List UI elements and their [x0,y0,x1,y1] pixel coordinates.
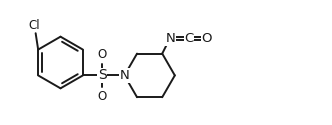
Text: N: N [120,69,129,82]
Text: O: O [98,90,107,103]
Text: C: C [185,32,194,45]
Text: O: O [201,32,212,45]
Text: S: S [98,68,107,82]
Text: O: O [98,48,107,61]
Text: N: N [166,32,176,45]
Text: Cl: Cl [28,19,40,32]
